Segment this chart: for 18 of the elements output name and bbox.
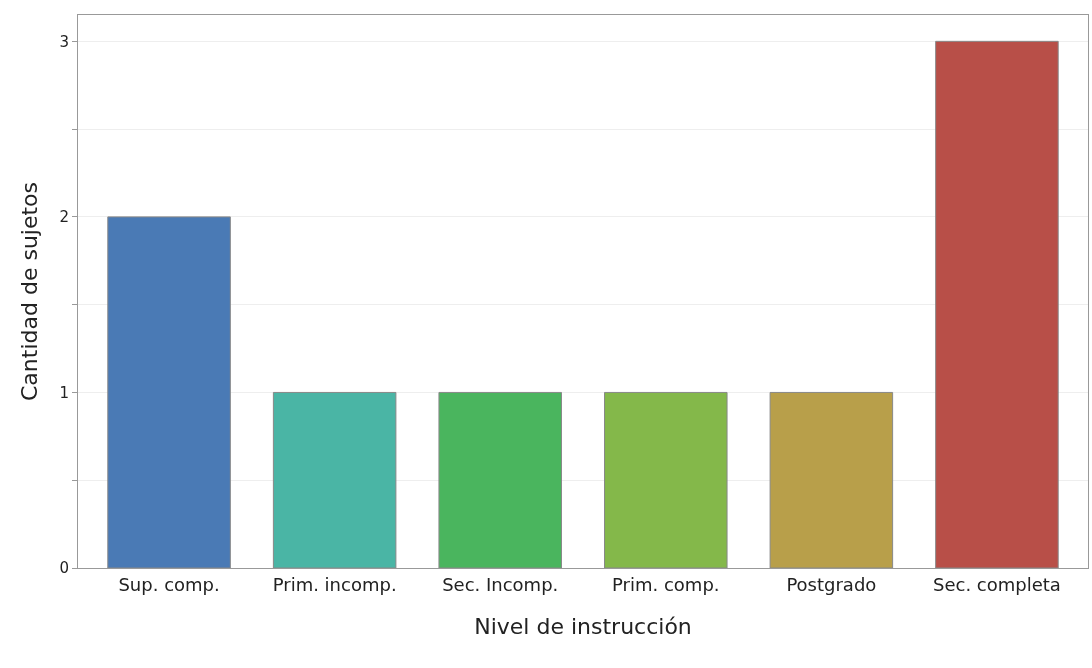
x-tick-label: Sup. comp.: [118, 573, 220, 595]
y-tick-label: 1: [59, 383, 69, 402]
bar: [107, 216, 231, 568]
bar: [935, 40, 1059, 568]
y-tick-label: 3: [59, 32, 69, 51]
y-tick-label: 2: [59, 208, 69, 227]
y-axis-title: Cantidad de sujetos: [17, 181, 43, 402]
x-tick-label: Postgrado: [786, 573, 877, 595]
bar: [769, 391, 894, 568]
x-tick-label: Prim. incomp.: [272, 573, 397, 595]
bar: [272, 391, 397, 568]
x-tick-label: Sec. Incomp.: [442, 573, 559, 595]
x-tick-label: Prim. comp.: [612, 573, 720, 595]
x-axis-title: Nivel de instrucción: [474, 614, 692, 640]
y-tick-label: 0: [59, 559, 69, 578]
bar: [438, 391, 562, 568]
x-tick-label: Sec. completa: [932, 573, 1061, 595]
bar: [604, 391, 728, 568]
